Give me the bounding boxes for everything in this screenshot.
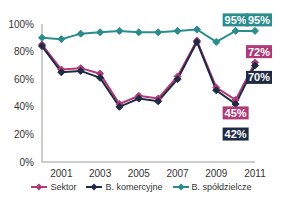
svg-text:60%: 60%	[14, 74, 34, 85]
svg-text:95%: 95%	[248, 14, 270, 26]
svg-text:80%: 80%	[14, 46, 34, 57]
svg-text:40%: 40%	[14, 101, 34, 112]
svg-text:70%: 70%	[248, 71, 270, 83]
svg-text:100%: 100%	[8, 19, 34, 30]
svg-text:45%: 45%	[225, 107, 247, 119]
svg-text:2005: 2005	[128, 168, 151, 179]
html-text:Sektor: Sektor	[50, 182, 77, 192]
svg-text:2011: 2011	[244, 168, 266, 179]
svg-text:42%: 42%	[225, 128, 247, 140]
html-text:B. komercyjne: B. komercyjne	[105, 182, 163, 192]
svg-text:2003: 2003	[89, 168, 112, 179]
svg-text:0%: 0%	[20, 157, 35, 168]
svg-text:20%: 20%	[14, 129, 34, 140]
svg-text:95%: 95%	[225, 14, 247, 26]
svg-text:2009: 2009	[205, 168, 228, 179]
html-text:B. spółdzielcze: B. spółdzielcze	[191, 182, 252, 192]
svg-text:72%: 72%	[248, 46, 270, 58]
svg-text:2001: 2001	[50, 168, 73, 179]
svg-text:2007: 2007	[166, 168, 189, 179]
